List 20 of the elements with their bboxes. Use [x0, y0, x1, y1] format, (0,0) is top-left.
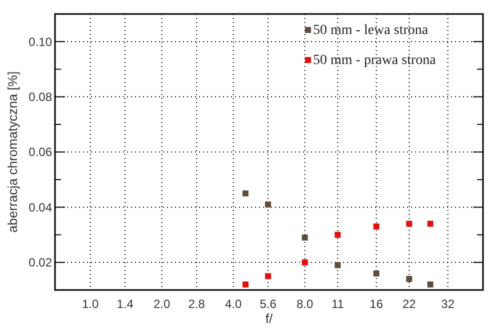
y-tick-label: 0.10 — [28, 34, 52, 49]
y-tick-label: 0.04 — [28, 200, 52, 214]
y-tick-label: 0.08 — [28, 90, 52, 104]
x-tick-label: 16 — [370, 297, 384, 311]
legend-label: 50 mm - lewa strona — [313, 23, 429, 38]
x-tick-label: 11 — [331, 297, 344, 311]
x-tick-label: 8.0 — [296, 297, 314, 311]
y-axis-title: aberracja chromatyczna [%] — [5, 71, 20, 233]
x-tick-label: 2.0 — [153, 297, 170, 311]
x-tick-label: 1.0 — [82, 297, 99, 311]
legend-label: 50 mm - prawa strona — [313, 53, 437, 68]
x-tick-label: 5.6 — [260, 297, 277, 311]
y-tick-label: 0.06 — [28, 145, 52, 160]
x-tick-label: 4.0 — [224, 297, 242, 311]
x-tick-label: 2.8 — [188, 297, 206, 311]
x-axis-title: f/ — [265, 311, 273, 326]
y-tick-label: 0.02 — [28, 256, 52, 270]
x-tick-label: 22 — [402, 297, 416, 311]
x-tick-label: 1.4 — [116, 297, 134, 311]
x-tick-label: 32 — [441, 297, 455, 311]
